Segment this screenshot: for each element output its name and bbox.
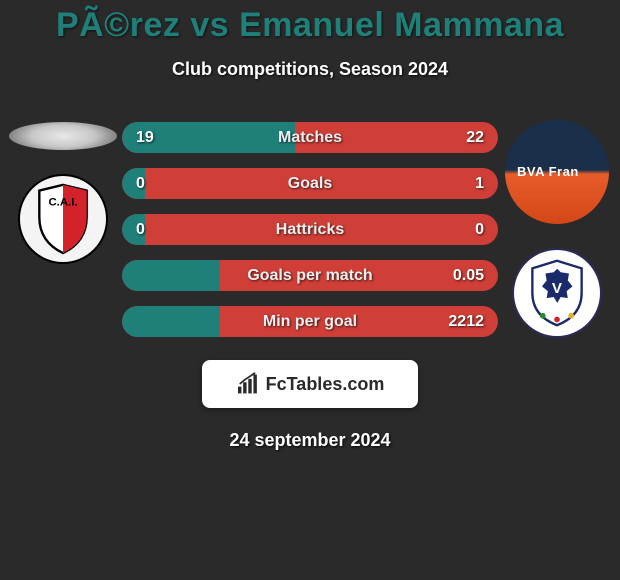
stats-column: 19 Matches 22 0 Goals 1 0 Hattricks 0 Goals per m… (118, 118, 502, 337)
right-column: V (502, 118, 612, 338)
left-column: C.A.I. (8, 118, 118, 264)
svg-text:C.A.I.: C.A.I. (48, 197, 77, 209)
stat-label: Goals (288, 175, 332, 193)
team-logo-right: V (512, 248, 602, 338)
stat-bar: Min per goal 2212 (122, 306, 498, 337)
stat-value-right: 0.05 (453, 267, 484, 285)
player-photo-right (505, 120, 609, 224)
player-photo-left (9, 122, 117, 150)
brand-box[interactable]: FcTables.com (202, 360, 418, 408)
stat-value-left: 0 (136, 175, 145, 193)
stat-label: Goals per match (247, 267, 372, 285)
stat-label: Matches (278, 129, 342, 147)
stat-fill-left (122, 260, 220, 291)
brand-text: FcTables.com (266, 374, 385, 395)
main-row: C.A.I. 19 Matches 22 0 Goals 1 0 Hattricks 0 Goal… (0, 118, 620, 338)
stat-value-right: 22 (466, 129, 484, 147)
subtitle: Club competitions, Season 2024 (0, 59, 620, 80)
stat-bar: 0 Goals 1 (122, 168, 498, 199)
page-title: PÃ©rez vs Emanuel Mammana (0, 6, 620, 45)
footer: FcTables.com 24 september 2024 (0, 360, 620, 451)
team-logo-left: C.A.I. (18, 174, 108, 264)
stat-bar: Goals per match 0.05 (122, 260, 498, 291)
stat-bar: 0 Hattricks 0 (122, 214, 498, 245)
stat-value-right: 0 (475, 221, 484, 239)
stat-label: Min per goal (263, 313, 357, 331)
stat-fill-left (122, 306, 220, 337)
stat-value-left: 19 (136, 129, 154, 147)
svg-text:V: V (552, 280, 562, 297)
stat-bar: 19 Matches 22 (122, 122, 498, 153)
stat-value-right: 1 (475, 175, 484, 193)
stat-value-right: 2212 (448, 313, 484, 331)
stat-label: Hattricks (276, 221, 344, 239)
shield-icon: V (526, 257, 588, 329)
stat-value-left: 0 (136, 221, 145, 239)
shield-icon: C.A.I. (34, 183, 92, 255)
comparison-card: PÃ©rez vs Emanuel Mammana Club competiti… (0, 0, 620, 451)
chart-icon (236, 372, 264, 396)
date-text: 24 september 2024 (229, 430, 390, 451)
